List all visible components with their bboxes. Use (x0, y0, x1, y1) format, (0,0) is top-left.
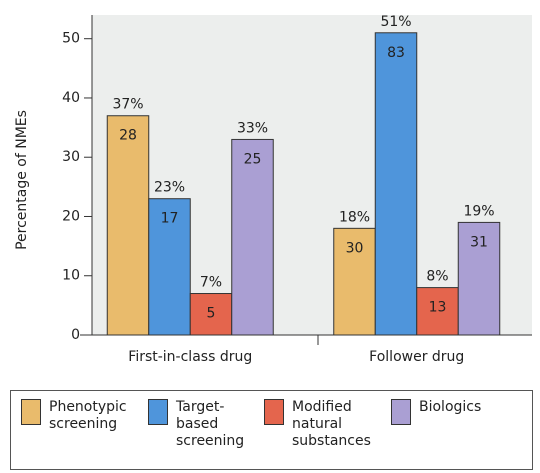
x-tick-label: First-in-class drug (128, 349, 252, 365)
y-tick-label: 40 (62, 90, 80, 106)
bar (416, 287, 459, 336)
y-tick-label: 50 (62, 31, 80, 47)
bar (231, 138, 274, 336)
count-label: 13 (429, 300, 447, 316)
value-label: 51% (380, 14, 411, 30)
bar (189, 293, 233, 336)
value-label: 19% (463, 203, 494, 219)
count-label: 17 (161, 211, 179, 227)
value-label: 23% (154, 180, 185, 196)
count-label: 31 (470, 234, 488, 250)
legend-swatch (21, 399, 41, 425)
legend-item: Target-based screening (148, 399, 264, 469)
legend-swatch (391, 399, 411, 425)
value-label: 7% (200, 275, 222, 291)
y-tick-label: 0 (71, 327, 80, 343)
y-tick-label: 20 (62, 208, 80, 224)
legend: Phenotypic screening Target-based screeni… (10, 390, 533, 470)
y-tick-label: 10 (62, 268, 80, 284)
bar (374, 32, 418, 336)
count-label: 28 (119, 128, 137, 144)
legend-label: Target-based screening (176, 399, 245, 449)
legend-item: Modified natural substances (264, 399, 391, 469)
x-tick-label: Follower drug (369, 349, 464, 365)
legend-swatch (264, 399, 284, 425)
count-label: 5 (207, 306, 216, 322)
legend-item: Biologics (391, 399, 531, 469)
legend-item: Phenotypic screening (21, 399, 148, 469)
count-label: 83 (387, 45, 405, 61)
value-label: 33% (237, 120, 268, 136)
legend-label: Biologics (419, 399, 482, 415)
y-axis-label: Percentage of NMEs (14, 110, 30, 250)
bar (106, 115, 150, 336)
value-label: 18% (339, 209, 370, 225)
bar (457, 221, 501, 336)
y-tick-label: 30 (62, 149, 80, 165)
count-label: 30 (346, 240, 364, 256)
legend-label: Modified natural substances (292, 399, 371, 449)
chart: Percentage of NMEs 0 10 20 30 40 50 First-in-c… (14, 14, 532, 365)
value-label: 37% (112, 97, 143, 113)
bar (333, 227, 376, 336)
legend-label: Phenotypic screening (49, 399, 127, 432)
count-label: 25 (244, 151, 262, 167)
value-label: 8% (426, 269, 448, 285)
bar (148, 198, 191, 336)
legend-swatch (148, 399, 168, 425)
